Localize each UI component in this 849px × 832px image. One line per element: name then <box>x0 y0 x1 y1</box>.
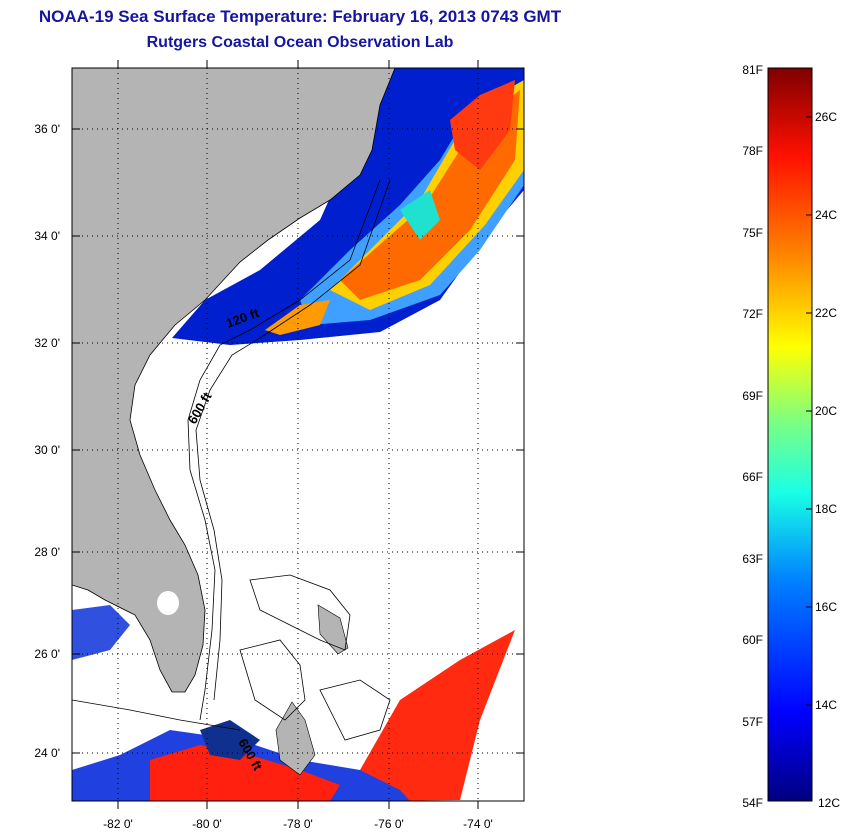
axis-ticks <box>72 60 524 809</box>
lat-label-26: 26 0' <box>34 647 60 661</box>
lat-label-30: 30 0' <box>34 443 60 457</box>
colorbar-c-12: 12C <box>818 796 840 810</box>
map-title: NOAA-19 Sea Surface Temperature: Februar… <box>38 7 562 26</box>
sst-south-region <box>72 605 515 801</box>
lon-label-78: -78 0' <box>283 817 313 831</box>
lat-label-32: 32 0' <box>34 336 60 350</box>
lat-label-24: 24 0' <box>34 746 60 760</box>
colorbar-c-24: 24C <box>815 208 837 222</box>
colorbar-f-63: 63F <box>742 552 763 566</box>
colorbar-f-60: 60F <box>742 633 763 647</box>
lon-label-80: -80 0' <box>192 817 222 831</box>
colorbar-c-22: 22C <box>815 306 837 320</box>
colorbar-c-18: 18C <box>815 502 837 516</box>
colorbar-c-26: 26C <box>815 110 837 124</box>
colorbar-f-72: 72F <box>742 307 763 321</box>
colorbar-f-66: 66F <box>742 470 763 484</box>
colorbar-c-14: 14C <box>815 698 837 712</box>
colorbar-f-75: 75F <box>742 226 763 240</box>
lat-label-34: 34 0' <box>34 229 60 243</box>
colorbar-c-20: 20C <box>815 404 837 418</box>
lat-label-36: 36 0' <box>34 122 60 136</box>
map-subtitle: Rutgers Coastal Ocean Observation Lab <box>146 34 454 51</box>
colorbar-f-81: 81F <box>742 63 763 77</box>
lon-label-74: -74 0' <box>463 817 493 831</box>
colorbar-f-57: 57F <box>742 715 763 729</box>
sst-north-region <box>172 68 524 345</box>
lon-label-82: -82 0' <box>103 817 133 831</box>
lat-lon-grid <box>72 68 524 801</box>
colorbar-f-78: 78F <box>742 144 763 158</box>
land-mass <box>72 68 396 776</box>
colorbar-f-54: 54F <box>742 796 763 810</box>
temperature-colorbar <box>767 67 813 802</box>
lon-label-76: -76 0' <box>374 817 404 831</box>
colorbar-f-69: 69F <box>742 389 763 403</box>
bathymetry-contours <box>72 179 391 741</box>
lat-label-28: 28 0' <box>34 545 60 559</box>
lake-okeechobee <box>157 591 179 615</box>
colorbar-c-ticks <box>806 116 812 706</box>
colorbar-c-16: 16C <box>815 600 837 614</box>
